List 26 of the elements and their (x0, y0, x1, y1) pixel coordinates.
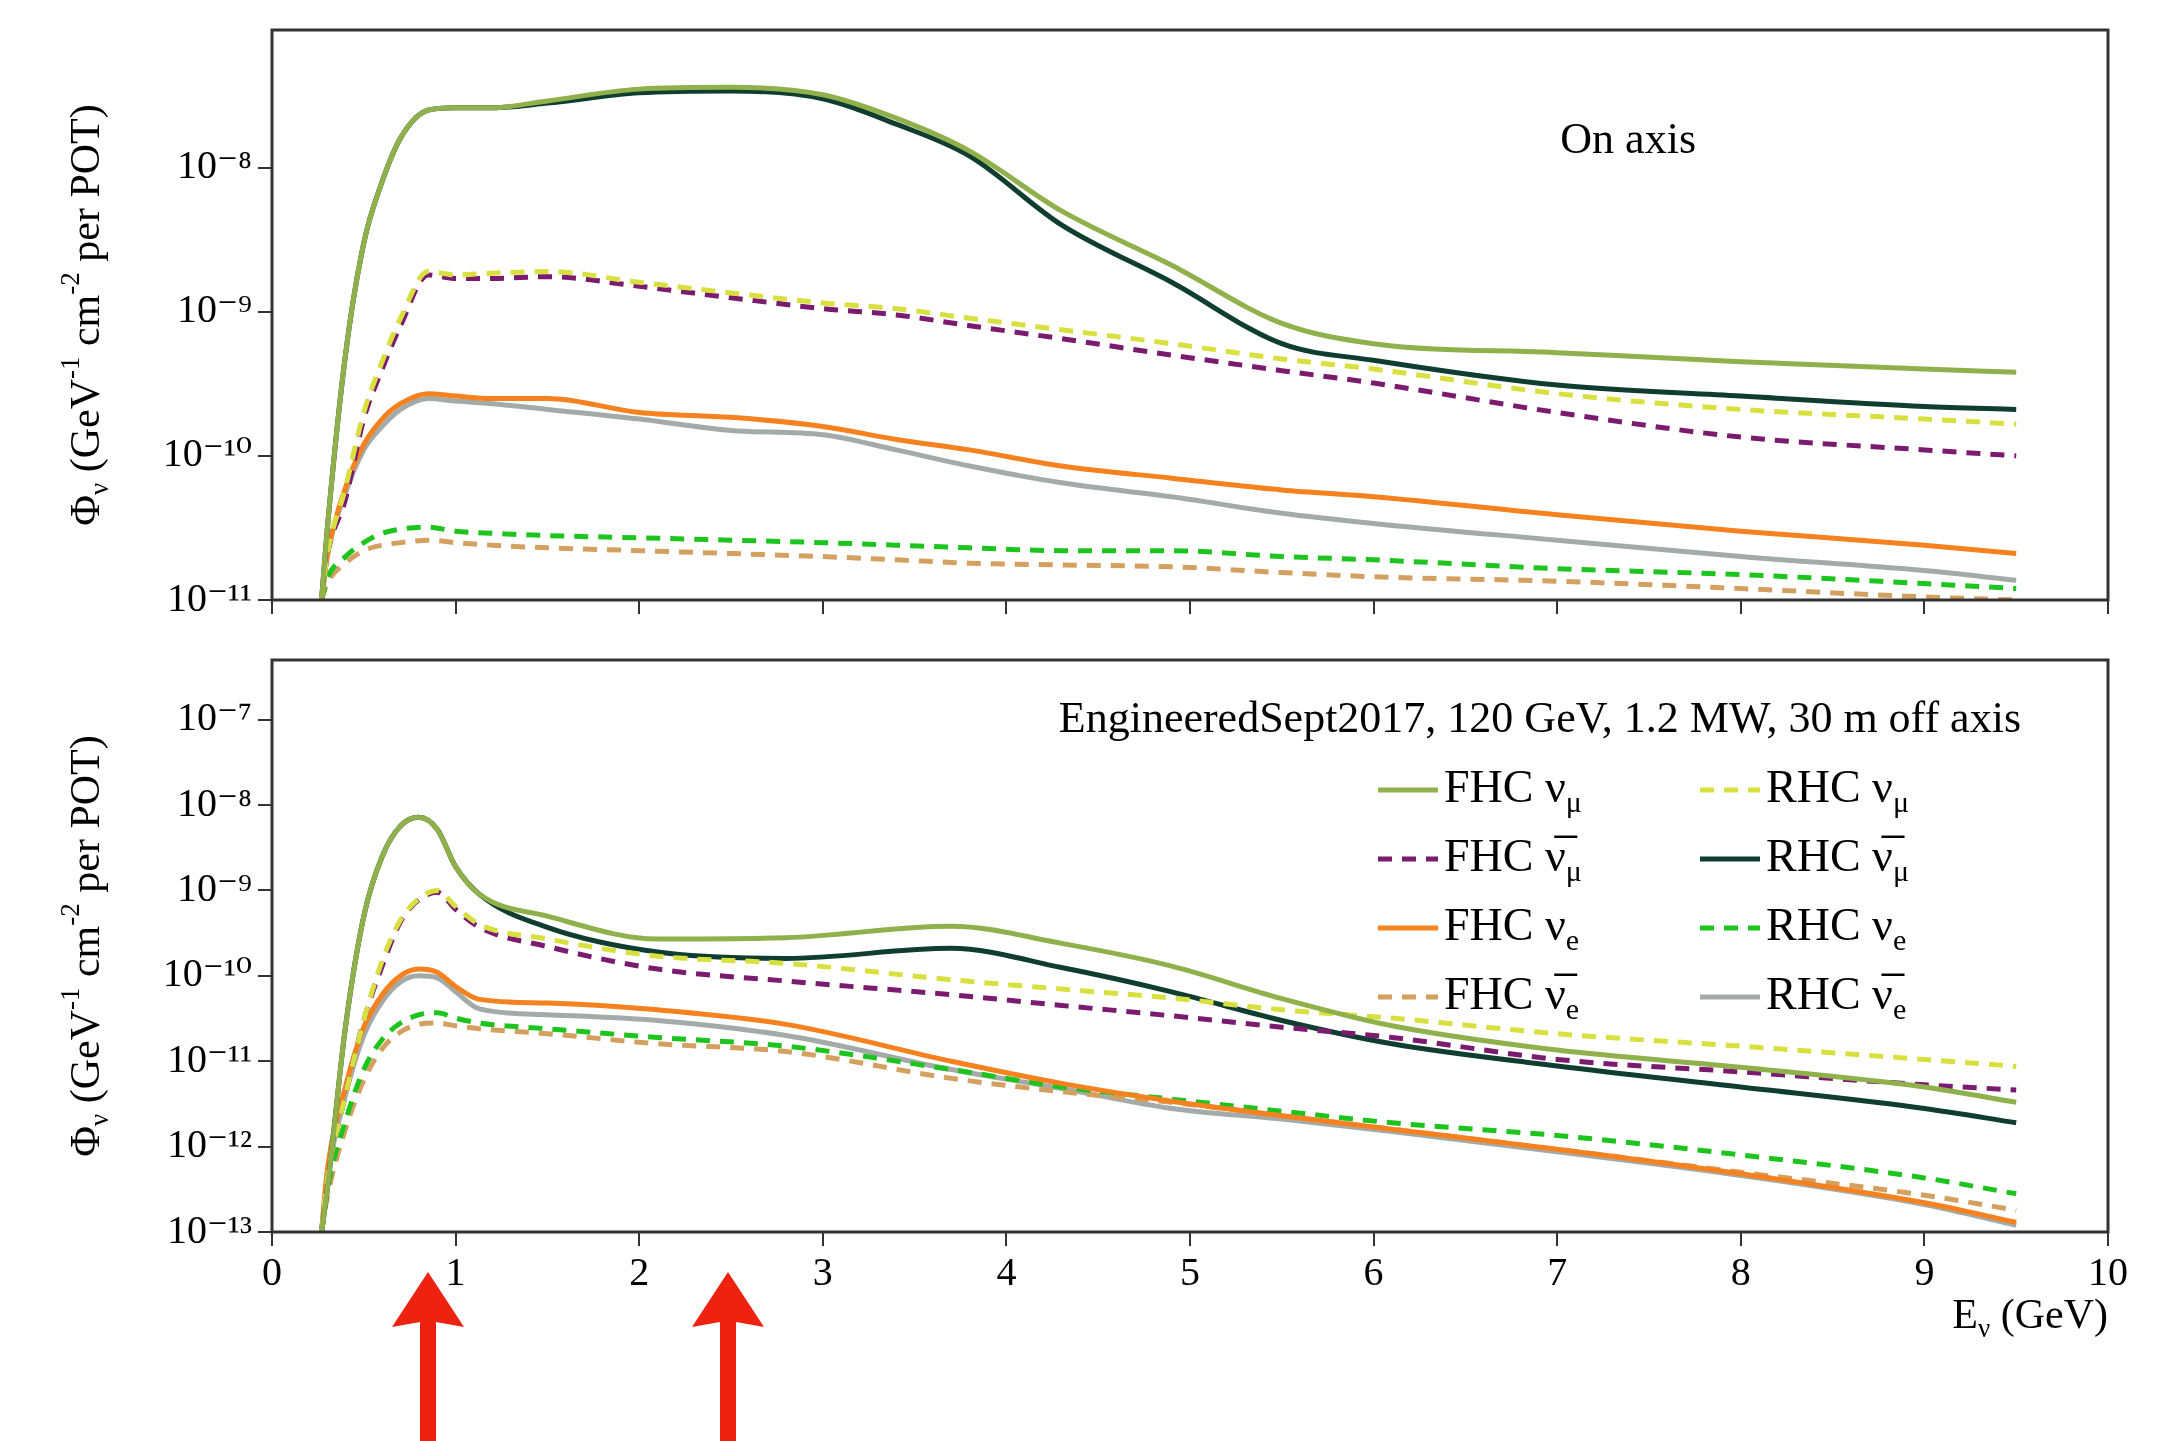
x-tick-label: 0 (262, 1248, 282, 1294)
y-tick-label: 10⁻¹¹ (166, 574, 252, 620)
x-tick-label: 2 (629, 1248, 650, 1294)
y-tick-label: 10⁻¹⁰ (162, 430, 252, 476)
x-tick-label: 4 (996, 1248, 1017, 1294)
annotation: EngineeredSept2017, 120 GeV, 1.2 MW, 30 m off axis (1058, 692, 2021, 742)
y-axis-title: Φν (GeV-1 cm-2 per POT) (55, 735, 114, 1157)
y-tick-label: 10⁻⁷ (176, 694, 252, 740)
y-tick-label: 10⁻¹³ (166, 1206, 252, 1252)
y-tick-label: 10⁻¹⁰ (162, 950, 252, 996)
y-tick-label: 10⁻⁸ (176, 779, 252, 825)
x-tick-label: 10 (2088, 1248, 2128, 1294)
x-tick-label: 3 (812, 1248, 833, 1294)
x-tick-label: 5 (1180, 1248, 1200, 1294)
x-tick-label: 9 (1914, 1248, 1935, 1294)
y-tick-label: 10⁻¹¹ (166, 1035, 252, 1081)
x-tick-label: 7 (1547, 1248, 1568, 1294)
y-tick-label: 10⁻⁸ (176, 142, 252, 188)
x-tick-label: 1 (445, 1248, 466, 1294)
y-axis-title: Φν (GeV-1 cm-2 per POT) (55, 104, 114, 526)
y-tick-label: 10⁻¹² (166, 1121, 252, 1167)
y-tick-label: 10⁻⁹ (176, 864, 252, 910)
x-tick-label: 6 (1363, 1248, 1384, 1294)
x-tick-label: 8 (1730, 1248, 1751, 1294)
annotation: On axis (1560, 113, 1696, 163)
y-tick-label: 10⁻⁹ (176, 286, 252, 332)
